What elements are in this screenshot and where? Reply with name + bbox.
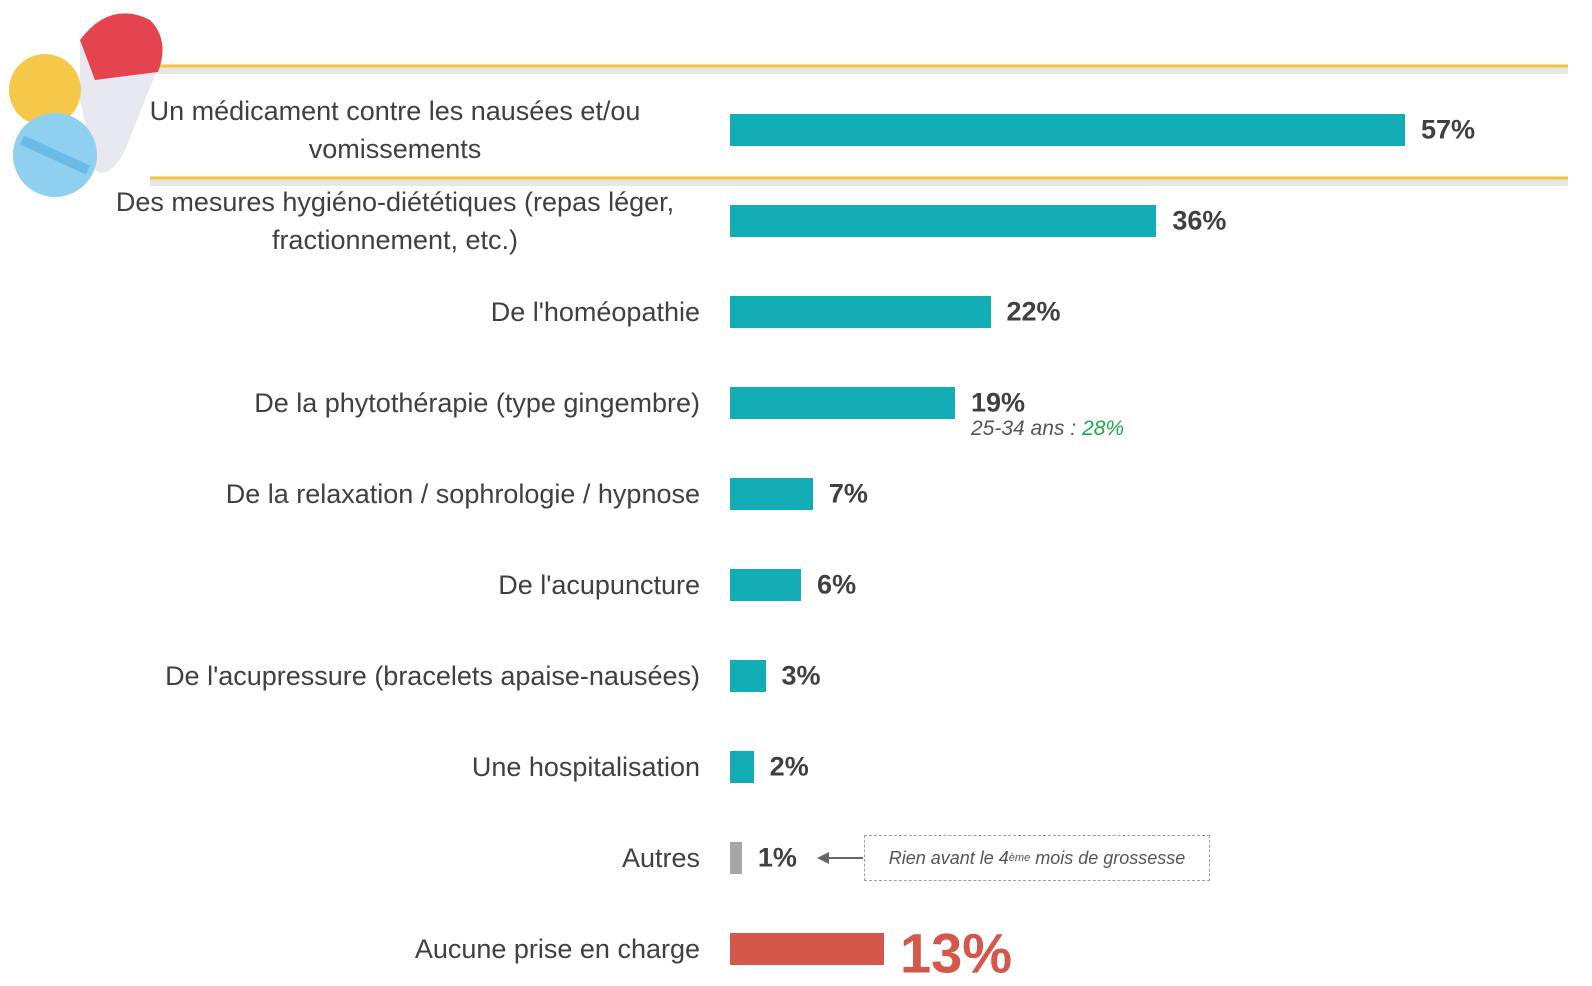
bar bbox=[730, 933, 884, 965]
bar bbox=[730, 114, 1405, 146]
value-label: 6% bbox=[817, 570, 856, 601]
bar bbox=[730, 751, 754, 783]
category-label: De l'homéopathie bbox=[491, 293, 700, 331]
value-label: 19% bbox=[971, 388, 1025, 419]
bar bbox=[730, 387, 955, 419]
value-label: 1% bbox=[758, 843, 797, 874]
category-label: Un médicament contre les nausées et/ou v… bbox=[90, 92, 700, 168]
category-text: De l'homéopathie bbox=[491, 293, 700, 331]
subgroup-note: 25-34 ans : 28% bbox=[971, 417, 1124, 441]
callout-sup: ème bbox=[1009, 852, 1030, 864]
page: (() => { const data = JSON.parse(documen… bbox=[0, 0, 1592, 985]
value-label: 57% bbox=[1421, 115, 1475, 146]
value-label: 2% bbox=[770, 752, 809, 783]
value-label: 22% bbox=[1007, 297, 1061, 328]
callout-text: Rien avant le 4 bbox=[889, 848, 1009, 869]
bar bbox=[730, 478, 813, 510]
category-text: Un médicament contre les nausées et/ou v… bbox=[90, 92, 700, 168]
bar bbox=[730, 842, 742, 874]
category-text: De l'acupressure (bracelets apaise-nausé… bbox=[165, 657, 700, 695]
category-label: Des mesures hygiéno-diététiques (repas l… bbox=[90, 183, 700, 259]
category-label: Autres bbox=[622, 839, 700, 877]
bar bbox=[730, 569, 801, 601]
callout-text: mois de grossesse bbox=[1035, 848, 1185, 869]
note-value: 28% bbox=[1082, 417, 1124, 440]
category-text: Aucune prise en charge bbox=[415, 930, 700, 968]
category-text: Des mesures hygiéno-diététiques (repas l… bbox=[90, 183, 700, 259]
category-label: Aucune prise en charge bbox=[415, 930, 700, 968]
value-label: 7% bbox=[829, 479, 868, 510]
value-label: 3% bbox=[782, 661, 821, 692]
bar bbox=[730, 660, 766, 692]
category-label: Une hospitalisation bbox=[472, 748, 700, 786]
category-text: De la phytothérapie (type gingembre) bbox=[254, 384, 700, 422]
category-label: De la phytothérapie (type gingembre) bbox=[254, 384, 700, 422]
category-label: De l'acupressure (bracelets apaise-nausé… bbox=[165, 657, 700, 695]
category-text: De l'acupuncture bbox=[498, 566, 700, 604]
bar bbox=[730, 296, 991, 328]
category-text: Une hospitalisation bbox=[472, 748, 700, 786]
category-text: De la relaxation / sophrologie / hypnose bbox=[226, 475, 700, 513]
category-label: De l'acupuncture bbox=[498, 566, 700, 604]
category-text: Autres bbox=[622, 839, 700, 877]
bar bbox=[730, 205, 1156, 237]
callout-arrow bbox=[815, 848, 865, 868]
category-label: De la relaxation / sophrologie / hypnose bbox=[226, 475, 700, 513]
note-label: 25-34 ans : bbox=[971, 417, 1076, 440]
value-label: 13% bbox=[900, 921, 1012, 986]
value-label: 36% bbox=[1172, 206, 1226, 237]
